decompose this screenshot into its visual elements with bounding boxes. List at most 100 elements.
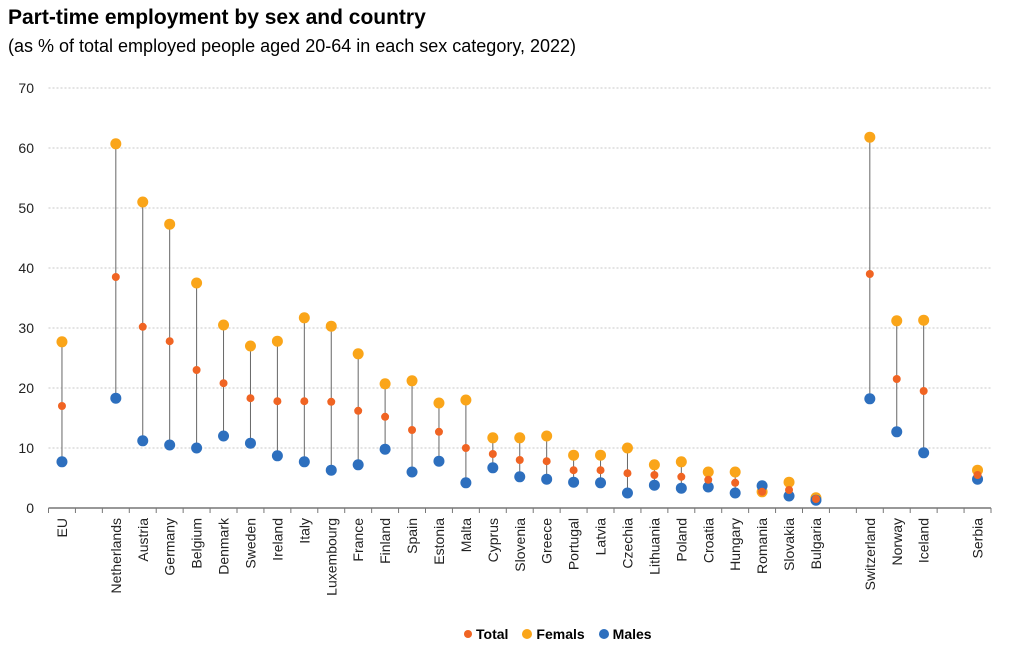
x-tick-label: Belgium [189,518,205,569]
point-total [192,366,201,374]
x-tick-label: Norway [889,518,905,565]
point-males [891,426,903,438]
point-total [623,469,632,478]
point-total [165,337,174,346]
x-tick-label: France [350,518,366,562]
y-tick-label: 50 [18,200,34,216]
x-tick-label: Bulgaria [808,518,824,570]
point-females [702,466,714,478]
y-tick-label: 10 [18,440,34,456]
x-tick-label: Greece [539,518,555,564]
point-males [918,447,930,459]
x-tick-label: Serbia [970,518,986,559]
point-males [541,473,553,485]
legend-label-total: Total [476,626,509,642]
point-females [298,312,310,324]
y-tick-label: 40 [18,260,34,276]
point-males [702,481,714,493]
x-tick-label: Slovenia [512,518,528,572]
x-tick-label: Finland [377,518,393,564]
point-males [137,435,149,447]
y-tick-label: 60 [18,140,34,156]
point-males [191,442,203,454]
point-males [56,456,68,468]
point-total [57,402,66,410]
point-total [569,466,578,475]
point-total [408,426,417,434]
x-tick-label: Germany [162,518,178,576]
point-males [460,477,472,489]
point-females [621,442,633,454]
x-tick-label: Slovakia [781,518,797,571]
point-total [650,471,659,479]
point-total [354,406,363,415]
point-total [596,466,605,475]
legend-marker-females [522,629,533,639]
point-total [973,471,982,479]
x-tick-label: Czechia [619,518,635,569]
x-tick-label: Romania [754,518,770,574]
point-total [542,457,551,466]
point-females [218,319,230,331]
point-females [568,449,580,461]
point-females [648,459,660,471]
point-total [919,387,928,395]
legend-label-males: Males [612,626,652,642]
point-females [379,378,391,390]
x-tick-label: Ireland [269,518,285,561]
point-males [756,480,768,492]
point-males [379,443,391,455]
y-tick-label: 20 [18,380,34,396]
x-tick-label: Estonia [431,518,447,565]
y-tick-label: 30 [18,320,34,336]
x-tick-label: Italy [296,518,312,544]
y-tick-label: 0 [26,500,34,516]
point-total [677,472,686,481]
point-total [273,397,282,406]
legend-marker-total [464,630,472,638]
point-total [892,375,901,383]
point-total [515,456,524,464]
x-tick-label: Switzerland [862,518,878,590]
x-tick-label: EU [54,518,70,537]
legend-item-total: Total [464,626,508,642]
point-males [568,476,580,488]
point-total [758,487,767,496]
point-females [541,430,553,442]
point-males [244,437,256,449]
point-females [56,336,68,348]
point-males [595,477,607,489]
x-tick-label: Poland [673,518,689,562]
point-total [811,495,820,503]
point-total [219,379,228,388]
point-males [352,459,364,471]
point-females [352,348,364,360]
chart-title: Part-time employment by sex and country [8,6,426,29]
x-tick-label: Malta [458,518,474,552]
point-females [191,277,203,289]
point-total [785,486,794,494]
x-tick-label: Croatia [700,518,716,563]
point-females [918,314,930,326]
point-females [406,375,418,387]
point-females [325,320,337,332]
point-females [675,456,687,468]
point-total [461,444,470,452]
legend: Total Femals Males [464,626,652,642]
point-total [327,397,336,406]
point-females [783,476,795,488]
x-tick-label: Latvia [593,518,609,556]
point-females [271,335,283,347]
x-tick-label: Denmark [216,517,232,575]
point-total [865,270,874,278]
chart-subtitle: (as % of total employed people aged 20-6… [8,36,577,56]
point-males [298,456,310,468]
point-total [138,322,147,331]
point-females [164,218,176,230]
legend-item-males: Males [598,626,652,642]
point-females [460,394,472,406]
point-females [729,466,741,478]
x-tick-label: Cyprus [485,518,501,562]
point-males [487,462,499,474]
point-females [244,340,256,352]
